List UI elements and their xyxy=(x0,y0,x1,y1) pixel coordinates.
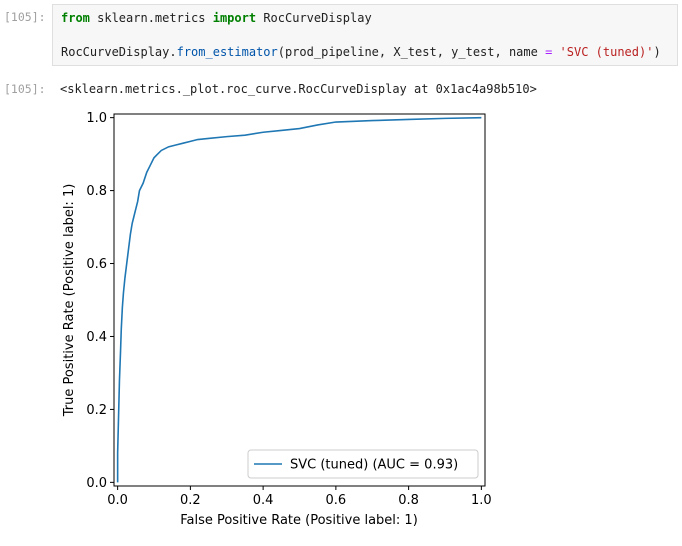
keyword-from: from xyxy=(61,11,90,25)
y-tick-label: 0.8 xyxy=(86,184,107,199)
legend-box xyxy=(247,449,479,479)
object-name: RocCurveDisplay. xyxy=(61,45,177,59)
legend: SVC (tuned) (AUC = 0.93) xyxy=(247,449,479,479)
call-args: (prod_pipeline, X_test, y_test, name xyxy=(277,45,546,59)
y-axis-label: True Positive Rate (Positive label: 1) xyxy=(62,184,77,418)
x-tick-label: 0.4 xyxy=(253,493,274,508)
x-tick-label: 0.8 xyxy=(398,493,419,508)
code-line-1: from sklearn.metrics import RocCurveDisp… xyxy=(61,11,372,25)
x-tick-label: 0.2 xyxy=(180,493,201,508)
output-repr: <sklearn.metrics._plot.roc_curve.RocCurv… xyxy=(60,82,537,96)
output-prompt: [105]: xyxy=(4,82,46,96)
module-name: sklearn.metrics xyxy=(89,11,213,25)
axis-ticks: 0.0 0.2 0.4 0.6 0.8 1.0 0.0 0.2 0.4 0.6 0.8 1.0 xyxy=(86,111,491,508)
code-line-2: RocCurveDisplay.from_estimator(prod_pipe… xyxy=(61,45,661,59)
plot-frame xyxy=(113,113,486,487)
y-tick-label: 0.4 xyxy=(86,330,107,345)
string-literal: 'SVC (tuned)' xyxy=(559,45,654,59)
x-tick-label: 0.6 xyxy=(326,493,347,508)
x-tick-label: 1.0 xyxy=(471,493,492,508)
imported-name: RocCurveDisplay xyxy=(256,11,372,25)
call-close: ) xyxy=(653,45,661,59)
input-cell[interactable]: [105]: from sklearn.metrics import RocCu… xyxy=(0,0,682,72)
roc-curve-line xyxy=(116,116,482,483)
legend-label: SVC (tuned) (AUC = 0.93) xyxy=(290,458,458,473)
y-tick-label: 0.6 xyxy=(86,257,107,272)
x-tick-label: 0.0 xyxy=(107,493,128,508)
method-name: from_estimator xyxy=(176,45,278,59)
code-editor[interactable]: from sklearn.metrics import RocCurveDisp… xyxy=(52,4,678,66)
keyword-import: import xyxy=(212,11,257,25)
input-prompt: [105]: xyxy=(4,10,46,24)
x-axis-label: False Positive Rate (Positive label: 1) xyxy=(180,513,418,528)
y-tick-label: 0.2 xyxy=(86,403,107,418)
operator-equals: = xyxy=(545,45,553,59)
y-tick-label: 0.0 xyxy=(86,476,107,491)
y-tick-label: 1.0 xyxy=(86,111,107,126)
